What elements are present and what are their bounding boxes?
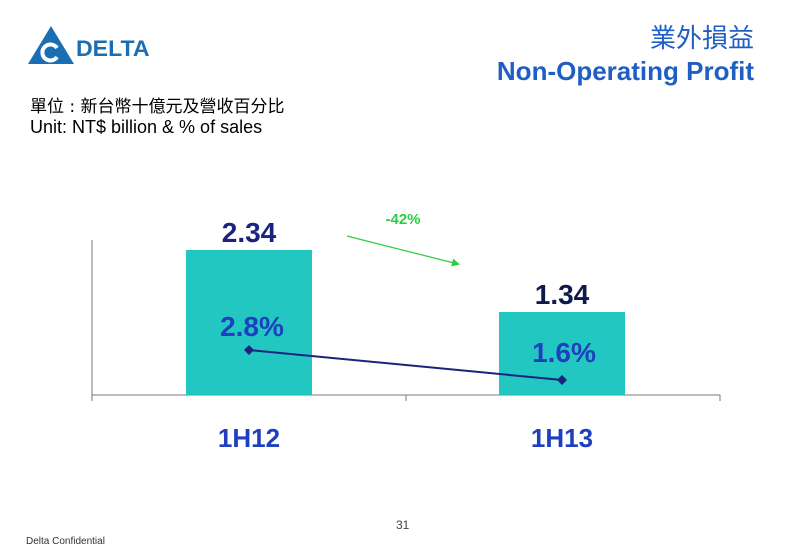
unit-label-zh: 單位 : 新台幣十億元及營收百分比: [30, 97, 285, 117]
brand-name: DELTA: [76, 36, 150, 61]
page-title-zh: 業外損益: [649, 24, 754, 54]
confidential-note: Delta Confidential: [26, 536, 105, 547]
x-tick-label: 1H12: [218, 423, 280, 453]
bar: [186, 250, 312, 395]
bar-value-label: 2.34: [222, 217, 277, 248]
page-number: 31: [396, 518, 410, 532]
pct-point: [557, 375, 567, 385]
page-title-en: Non-Operating Profit: [496, 56, 754, 86]
pct-series-line: [248, 349, 563, 381]
bar-value-label: 1.34: [535, 279, 590, 310]
x-tick-label: 1H13: [531, 423, 593, 453]
delta-logo: [26, 24, 156, 66]
change-annotation: -42%: [385, 211, 420, 228]
pct-value-label: 2.8%: [220, 311, 284, 342]
unit-label-en: Unit: NT$ billion & % of sales: [30, 117, 263, 137]
delta-triangle-icon: [28, 26, 74, 64]
pct-value-label: 1.6%: [532, 337, 596, 368]
change-arrow: [346, 235, 460, 267]
pct-point: [244, 345, 254, 355]
